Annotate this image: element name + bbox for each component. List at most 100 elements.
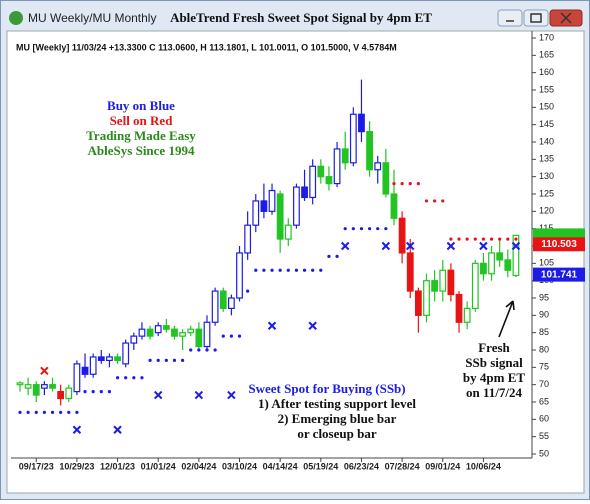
- support-dot: [34, 410, 38, 414]
- candle-body: [366, 131, 373, 171]
- candle-body: [317, 165, 325, 178]
- candle-body: [97, 356, 105, 361]
- resistance-dot: [489, 237, 494, 241]
- minimize-button[interactable]: [497, 9, 523, 27]
- candle-body: [480, 262, 487, 275]
- support-dot: [164, 358, 168, 362]
- candle-body: [431, 280, 439, 292]
- resistance-dot: [416, 182, 420, 186]
- x-tick-label: 02/04/24: [181, 461, 216, 471]
- y-tick-label: 90: [539, 310, 549, 320]
- support-dot: [115, 376, 120, 380]
- candle-body: [439, 269, 447, 292]
- support-dot: [140, 376, 144, 380]
- support-dot: [384, 227, 388, 231]
- support-dot: [367, 227, 372, 231]
- y-tick-label: 125: [539, 188, 554, 198]
- buy-signal: [340, 241, 350, 251]
- candle-body: [89, 356, 97, 375]
- y-tick-label: 60: [539, 414, 549, 424]
- candle-body: [512, 234, 520, 277]
- resistance-dot: [441, 199, 445, 203]
- y-tick-label: 55: [539, 431, 549, 441]
- y-tick-label: 85: [539, 327, 549, 337]
- candle-body: [504, 259, 512, 271]
- support-dot: [91, 390, 95, 394]
- support-dot: [99, 390, 103, 394]
- x-tick-label: 03/10/24: [222, 461, 257, 471]
- maximize-button[interactable]: [523, 9, 549, 27]
- support-dot: [107, 390, 112, 394]
- x-tick-label: 09/01/24: [425, 461, 460, 471]
- y-tick-label: 150: [539, 102, 554, 112]
- support-dot: [26, 410, 30, 414]
- resistance-dot: [424, 199, 429, 203]
- tagline-text: Buy on Blue: [107, 98, 175, 113]
- support-dot: [286, 268, 290, 272]
- support-dot: [132, 376, 136, 380]
- candle-body: [16, 382, 24, 386]
- support-dot: [229, 334, 233, 338]
- y-tick-label: 120: [539, 206, 554, 216]
- buy-signal: [113, 425, 122, 434]
- support-dot: [205, 348, 209, 352]
- y-tick-label: 130: [539, 171, 554, 181]
- candle-body: [106, 356, 113, 361]
- resistance-dot: [481, 237, 486, 241]
- support-dot: [376, 227, 380, 231]
- ssb-text: 1) After testing support level: [258, 396, 416, 411]
- resistance-dot: [465, 237, 469, 241]
- candle-body: [40, 384, 48, 389]
- support-dot: [148, 358, 152, 362]
- x-tick-label: 06/23/24: [344, 461, 379, 471]
- buy-signal: [446, 241, 456, 251]
- ssb-text: or closeup bar: [297, 426, 376, 441]
- tagline-text: AbleSys Since 1994: [88, 143, 195, 158]
- price-tag: [533, 267, 585, 282]
- candle-body: [32, 384, 40, 396]
- buy-signal: [511, 241, 521, 251]
- candle-body: [325, 176, 333, 185]
- buy-signal: [267, 321, 277, 330]
- candle-body: [496, 252, 504, 261]
- support-dot: [246, 289, 250, 293]
- support-dot: [181, 358, 185, 362]
- candle-body: [423, 280, 430, 316]
- y-tick-label: 165: [539, 50, 554, 60]
- candle-body: [57, 391, 65, 400]
- fresh-text: by 4pm ET: [463, 370, 525, 385]
- price-tag-label: 101.741: [541, 269, 578, 280]
- buy-signal: [479, 241, 488, 251]
- chart-title: AbleTrend Fresh Sweet Spot Signal by 4pm…: [170, 10, 432, 25]
- support-dot: [278, 268, 282, 272]
- window-button-icons: [506, 12, 572, 24]
- buy-signal: [406, 241, 415, 251]
- y-tick-label: 170: [539, 32, 554, 42]
- candle-body: [203, 321, 211, 348]
- y-tick-label: 160: [539, 67, 554, 77]
- candle-body: [236, 252, 243, 299]
- candle-body: [187, 328, 195, 334]
- support-dot: [213, 348, 217, 352]
- candle-body: [227, 297, 235, 309]
- support-dot: [262, 268, 266, 272]
- candle-body: [358, 113, 365, 133]
- candle-body: [284, 224, 292, 240]
- tagline-text: Sell on Red: [110, 113, 174, 128]
- resistance-dot: [498, 237, 502, 241]
- y-tick-label: 105: [539, 258, 554, 268]
- x-tick-label: 10/06/24: [466, 461, 501, 471]
- x-tick-label: 07/28/24: [385, 461, 420, 471]
- buy-signal: [154, 390, 163, 400]
- support-dot: [18, 410, 22, 414]
- support-dot: [294, 268, 299, 272]
- resistance-dot: [433, 199, 437, 203]
- tagline-text: Trading Made Easy: [86, 128, 196, 143]
- candle-body: [406, 252, 414, 292]
- candle-body: [333, 148, 341, 185]
- candle-body: [122, 342, 130, 365]
- buy-signal: [227, 390, 236, 400]
- support-dot: [343, 227, 347, 231]
- support-dot: [156, 358, 160, 362]
